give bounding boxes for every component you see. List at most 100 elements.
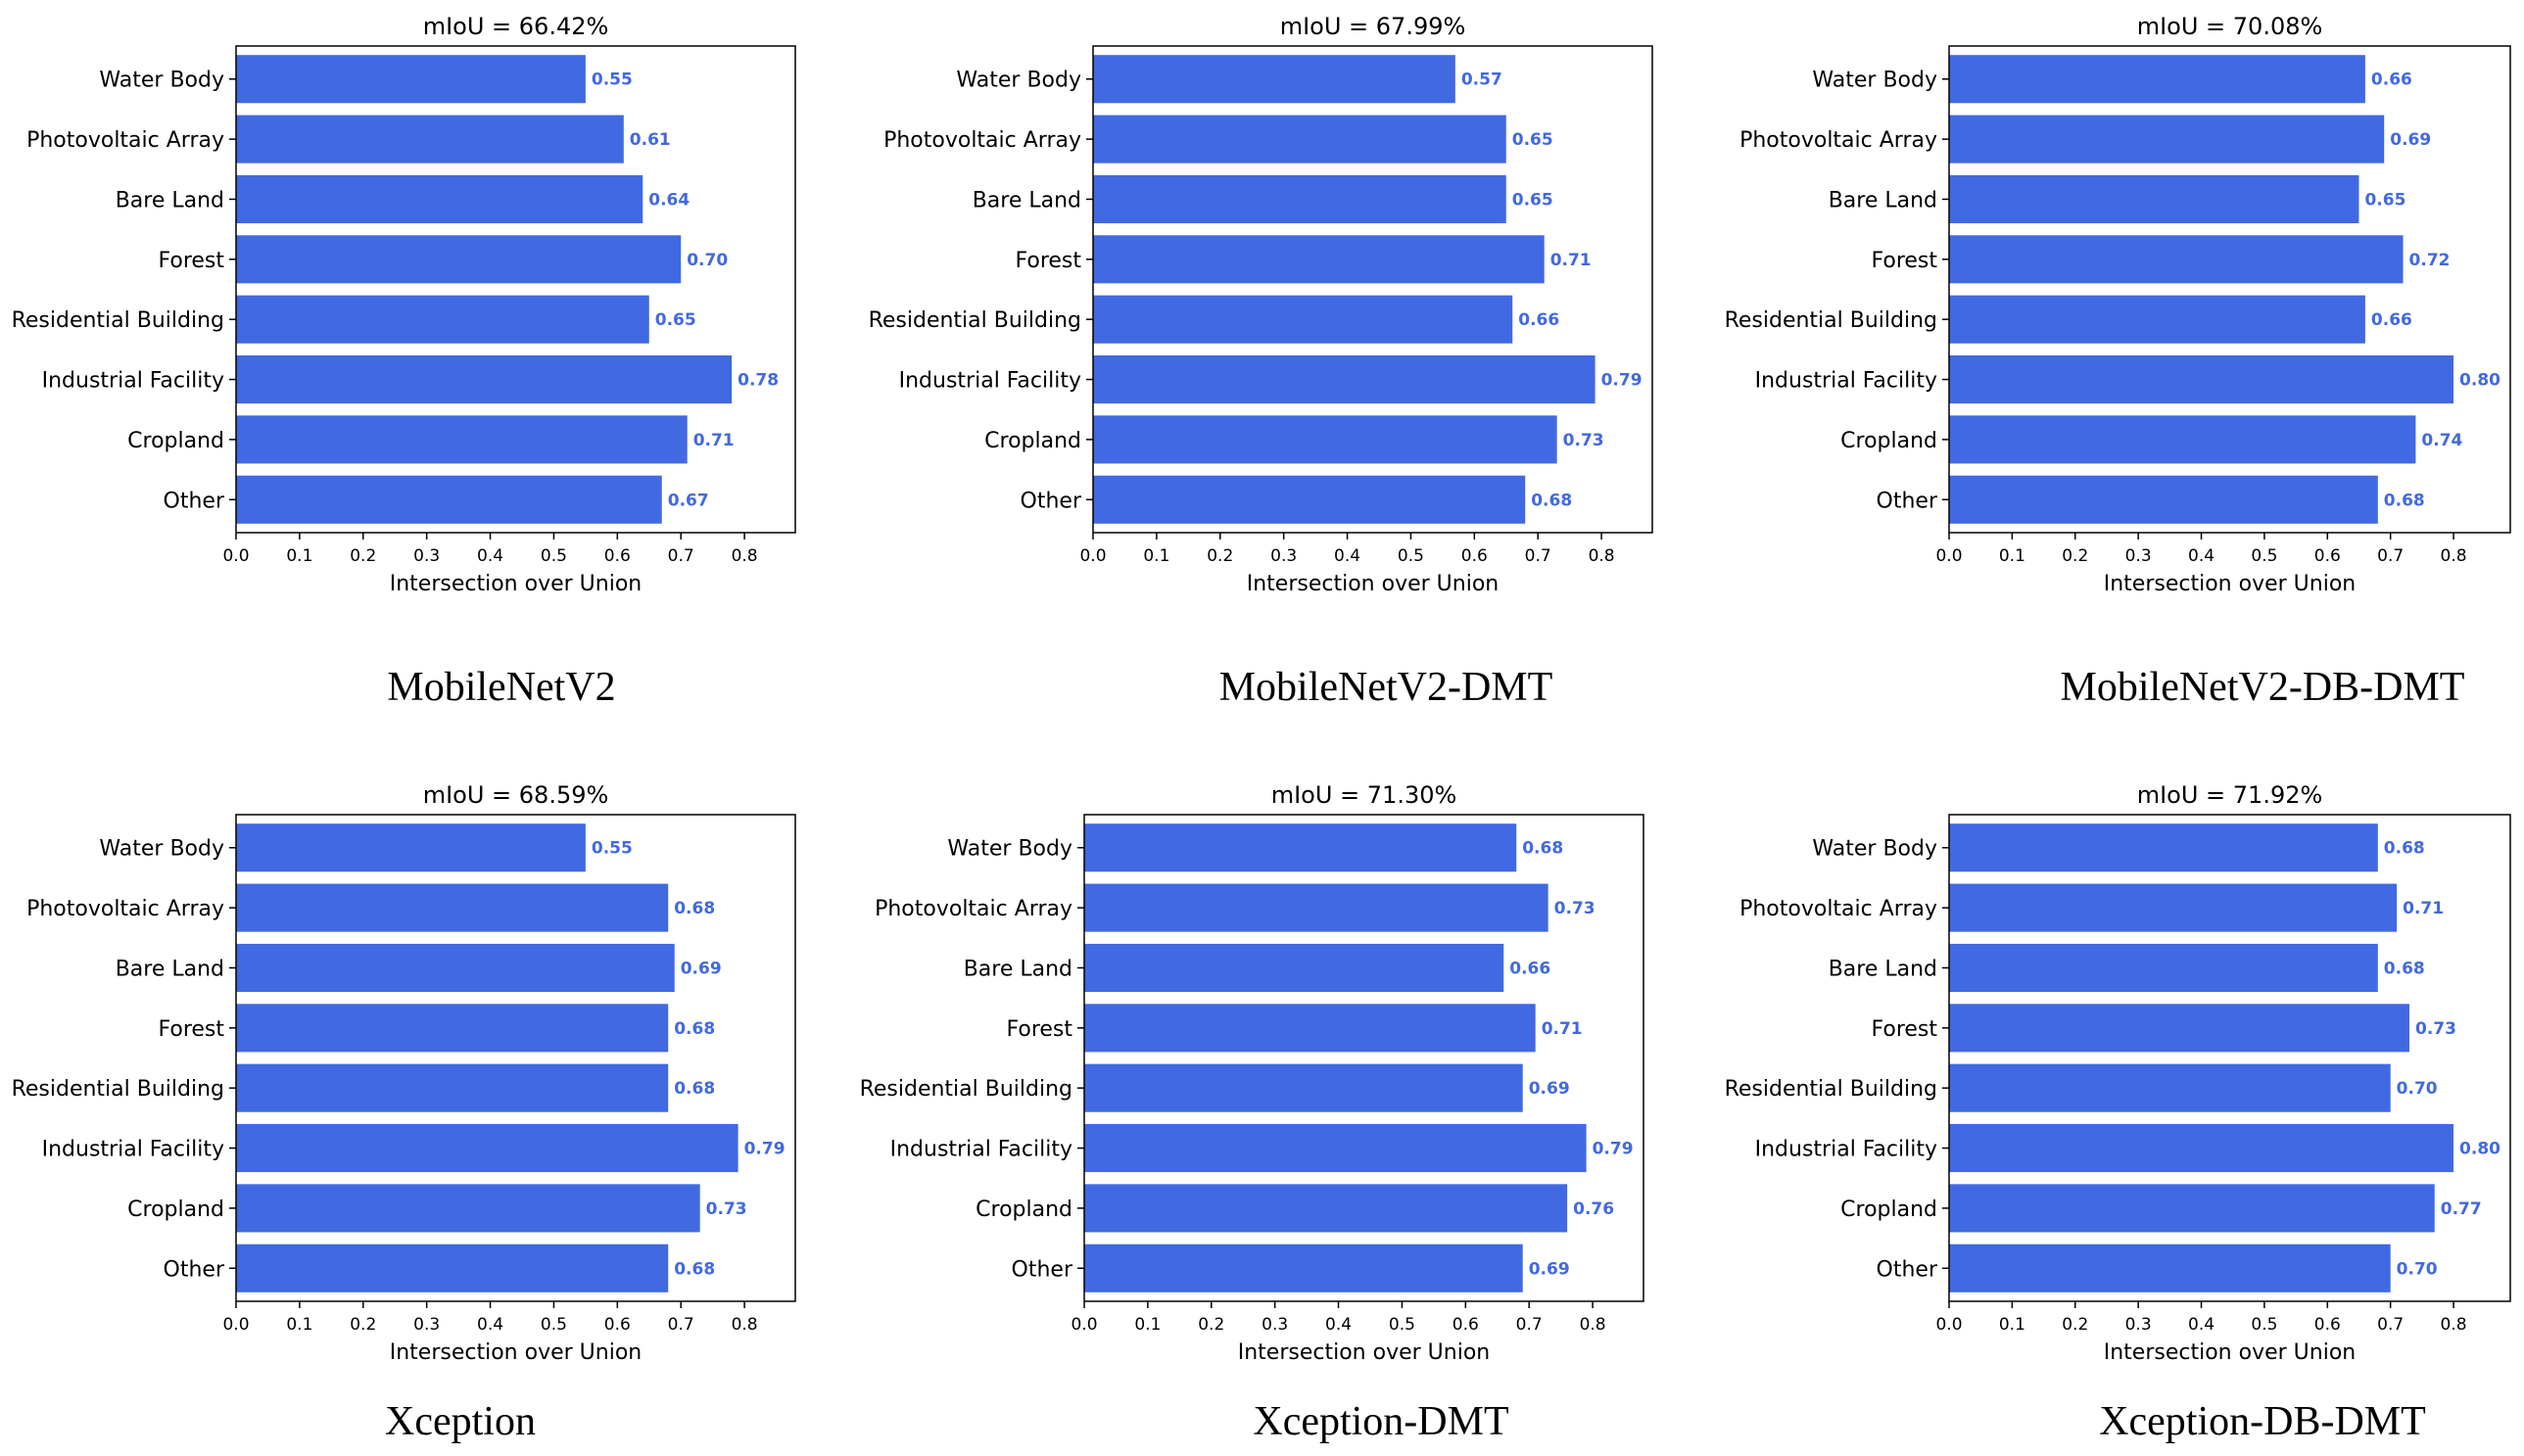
- chart-title: mIoU = 68.59%: [423, 781, 609, 809]
- bar-cropland: [1949, 415, 2416, 464]
- data-label: 0.67: [668, 491, 709, 510]
- bar-forest: [236, 235, 682, 284]
- category-label: Industrial Facility: [42, 1138, 224, 1162]
- data-label: 0.79: [1601, 371, 1643, 391]
- data-label: 0.68: [674, 1079, 715, 1099]
- category-label: Bare Land: [964, 957, 1072, 981]
- x-tick-label: 0.3: [2125, 1315, 2152, 1335]
- data-label: 0.71: [2403, 899, 2444, 918]
- x-tick-label: 0.3: [2125, 546, 2152, 566]
- bar-other: [1093, 475, 1526, 524]
- x-tick-label: 0.6: [604, 546, 631, 566]
- category-label: Water Body: [1812, 69, 1937, 93]
- data-label: 0.57: [1461, 70, 1502, 90]
- data-label: 0.55: [592, 839, 633, 859]
- x-tick-label: 0.4: [477, 1315, 503, 1335]
- x-tick-label: 0.5: [1389, 1315, 1415, 1335]
- bar-water-body: [236, 55, 586, 104]
- x-tick-label: 0.4: [1334, 546, 1360, 566]
- data-label: 0.66: [1518, 310, 1559, 330]
- x-tick-label: 0.0: [1079, 546, 1106, 566]
- data-label: 0.68: [2384, 491, 2425, 510]
- chart-title: mIoU = 67.99%: [1280, 13, 1466, 40]
- plot-frame: [1092, 45, 1653, 534]
- category-label: Other: [164, 1257, 225, 1282]
- x-tick-label: 0.6: [1452, 1315, 1479, 1335]
- category-label: Water Body: [99, 69, 224, 93]
- data-label: 0.69: [1529, 1259, 1570, 1279]
- bar-residential-building: [1093, 295, 1513, 344]
- chart-title: mIoU = 70.08%: [2137, 13, 2323, 40]
- x-axis-label: Intersection over Union: [1247, 572, 1499, 596]
- bar-cropland: [1084, 1184, 1568, 1233]
- x-tick-label: 0.0: [1935, 546, 1962, 566]
- x-axis-label: Intersection over Union: [390, 1340, 642, 1365]
- bar-cropland: [1949, 1184, 2435, 1233]
- bar-bare-land: [1949, 943, 2378, 993]
- data-label: 0.65: [1512, 130, 1553, 150]
- category-label: Residential Building: [12, 1077, 224, 1102]
- data-label: 0.69: [2390, 130, 2431, 150]
- data-label: 0.66: [1509, 959, 1550, 978]
- x-tick-label: 0.5: [541, 546, 567, 566]
- x-tick-label: 0.2: [2062, 546, 2088, 566]
- x-axis-label: Intersection over Union: [2104, 572, 2356, 596]
- bar-cropland: [236, 415, 688, 464]
- bar-bare-land: [1093, 174, 1506, 224]
- x-tick-label: 0.1: [286, 546, 312, 566]
- bar-bare-land: [1949, 174, 2359, 224]
- x-tick-label: 0.2: [350, 1315, 376, 1335]
- data-label: 0.73: [706, 1199, 747, 1219]
- data-label: 0.78: [738, 371, 779, 391]
- category-label: Industrial Facility: [890, 1138, 1072, 1162]
- data-label: 0.69: [1529, 1079, 1570, 1099]
- panel-caption: MobileNetV2-DB-DMT: [2061, 665, 2465, 710]
- bar-residential-building: [1949, 1063, 2391, 1112]
- x-tick-label: 0.4: [2188, 546, 2214, 566]
- bar-bare-land: [236, 174, 643, 224]
- x-tick-label: 0.4: [477, 546, 503, 566]
- panel-caption: MobileNetV2: [387, 665, 615, 710]
- x-tick-label: 0.8: [2441, 546, 2467, 566]
- category-label: Residential Building: [860, 1077, 1072, 1102]
- x-tick-label: 0.5: [541, 1315, 567, 1335]
- category-label: Residential Building: [12, 308, 224, 333]
- bar-industrial-facility: [1084, 1123, 1587, 1173]
- data-label: 0.68: [2384, 959, 2425, 978]
- data-label: 0.73: [2415, 1019, 2456, 1039]
- data-label: 0.71: [1550, 251, 1592, 270]
- panel-caption: Xception-DMT: [1253, 1399, 1508, 1444]
- data-label: 0.65: [2364, 190, 2405, 210]
- bar-forest: [236, 1004, 669, 1053]
- x-tick-label: 0.2: [1207, 546, 1233, 566]
- x-tick-label: 0.3: [413, 1315, 440, 1335]
- bar-other: [1949, 475, 2378, 524]
- x-tick-label: 0.0: [222, 1315, 249, 1335]
- bar-bare-land: [236, 943, 675, 993]
- category-label: Water Body: [99, 837, 224, 862]
- category-label: Industrial Facility: [42, 369, 224, 394]
- data-label: 0.71: [693, 431, 735, 450]
- category-label: Other: [1877, 1257, 1938, 1282]
- bar-cropland: [236, 1184, 700, 1233]
- category-label: Other: [164, 489, 225, 513]
- category-label: Bare Land: [116, 957, 224, 981]
- category-label: Forest: [1006, 1017, 1072, 1042]
- category-label: Water Body: [947, 837, 1072, 862]
- chart-panel-3: mIoU = 70.08% Water Body 0.66 Photovoltaic …: [1725, 13, 2511, 710]
- x-tick-label: 0.3: [413, 546, 440, 566]
- category-label: Forest: [1871, 249, 1937, 273]
- x-tick-label: 0.6: [604, 1315, 631, 1335]
- chart-title: mIoU = 66.42%: [423, 13, 609, 40]
- x-tick-label: 0.2: [1198, 1315, 1224, 1335]
- x-tick-label: 0.7: [668, 546, 694, 566]
- category-label: Photovoltaic Array: [26, 897, 224, 921]
- bar-water-body: [1949, 55, 2365, 104]
- chart-title: mIoU = 71.30%: [1271, 781, 1457, 809]
- category-label: Photovoltaic Array: [875, 897, 1072, 921]
- bar-industrial-facility: [1093, 354, 1595, 404]
- x-tick-label: 0.6: [1461, 546, 1488, 566]
- bar-photovoltaic-array: [1093, 115, 1506, 164]
- category-label: Bare Land: [973, 188, 1081, 212]
